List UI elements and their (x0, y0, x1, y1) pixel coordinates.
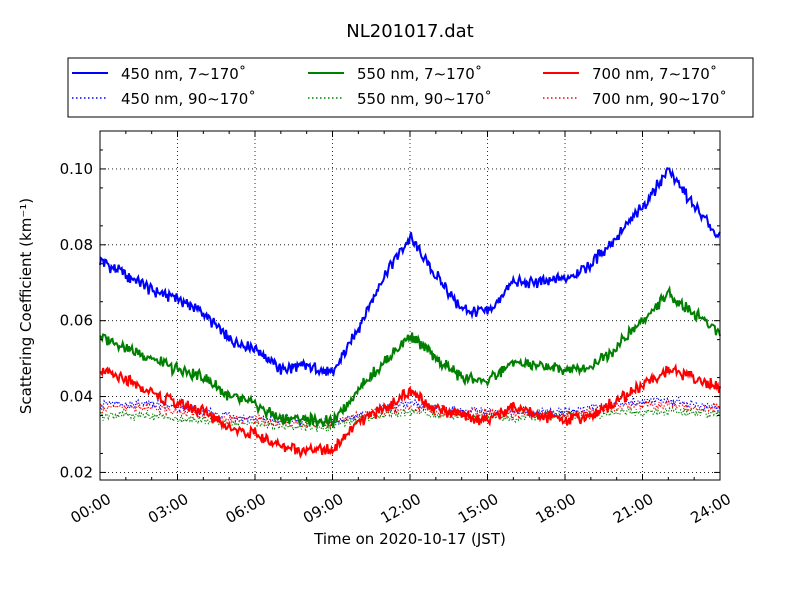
series-line (99, 399, 721, 430)
series-line (99, 167, 721, 377)
legend-label: 450 nm, 90∼170˚ (121, 90, 256, 108)
y-axis-label: Scattering Coefficient (km⁻¹) (17, 198, 35, 414)
y-tick-label: 0.10 (60, 160, 93, 178)
legend-label: 550 nm, 90∼170˚ (357, 90, 492, 108)
x-tick-label: 03:00 (145, 490, 191, 527)
x-tick-label: 15:00 (455, 490, 501, 527)
x-tick-label: 09:00 (300, 490, 346, 527)
y-tick-label: 0.06 (60, 312, 93, 330)
x-tick-label: 18:00 (533, 490, 579, 527)
series-line (99, 285, 721, 430)
y-tick-label: 0.02 (60, 463, 93, 481)
legend-label: 700 nm, 7∼170˚ (592, 65, 717, 83)
legend-label: 700 nm, 90∼170˚ (592, 90, 727, 108)
x-tick-label: 24:00 (688, 490, 734, 527)
legend: 450 nm, 7∼170˚ 450 nm, 90∼170˚ 550 nm, 7∼1… (67, 57, 754, 118)
legend-items: 450 nm, 7∼170˚ 450 nm, 90∼170˚ 550 nm, 7∼1… (72, 65, 727, 108)
legend-frame (67, 57, 754, 118)
y-axis-ticks: 0.02 0.04 0.06 0.08 0.10 (60, 149, 720, 481)
legend-label: 450 nm, 7∼170˚ (121, 65, 246, 83)
y-tick-label: 0.08 (60, 236, 93, 254)
y-tick-label: 0.04 (60, 388, 93, 406)
series-layer (99, 167, 721, 459)
chart-title: NL201017.dat (346, 21, 473, 42)
grid (100, 131, 720, 480)
x-tick-label: 12:00 (378, 490, 424, 527)
x-tick-label: 21:00 (610, 490, 656, 527)
x-tick-label: 06:00 (223, 490, 269, 527)
plot-area: 00:00 03:00 06:00 09:00 12:00 15:00 18:00 21:00… (60, 130, 734, 527)
legend-label: 550 nm, 7∼170˚ (357, 65, 482, 83)
x-axis-label: Time on 2020-10-17 (JST) (313, 530, 506, 548)
x-tick-label: 00:00 (68, 490, 114, 527)
series-line (99, 363, 721, 459)
